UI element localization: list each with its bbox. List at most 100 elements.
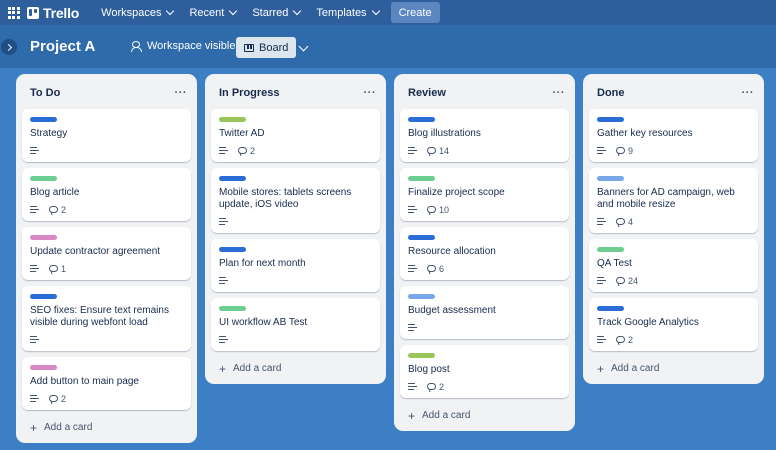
card[interactable]: Finalize project scope 10 <box>400 168 569 221</box>
card-label[interactable] <box>597 176 624 181</box>
card[interactable]: Blog post 2 <box>400 345 569 398</box>
card[interactable]: Budget assessment <box>400 286 569 339</box>
card[interactable]: Banners for AD campaign, web and mobile … <box>589 168 758 233</box>
card[interactable]: Plan for next month <box>211 239 380 292</box>
comment-count: 6 <box>439 263 445 274</box>
comment-icon <box>427 206 436 213</box>
card[interactable]: Blog illustrations 14 <box>400 109 569 162</box>
card-label[interactable] <box>219 117 246 122</box>
templates-menu-label: Templates <box>316 6 367 19</box>
comment-icon <box>616 277 625 284</box>
board-view-label: Board <box>259 41 289 54</box>
card-label[interactable] <box>408 176 435 181</box>
description-icon <box>408 265 417 273</box>
card[interactable]: Add button to main page 2 <box>22 357 191 410</box>
card-label[interactable] <box>408 353 435 358</box>
card-label[interactable] <box>219 306 246 311</box>
card-title: Track Google Analytics <box>597 317 699 328</box>
card-label[interactable] <box>408 117 435 122</box>
card-label[interactable] <box>219 176 246 181</box>
description-icon <box>30 265 39 273</box>
list-menu-icon[interactable]: ··· <box>174 87 187 99</box>
card[interactable]: Blog article 2 <box>22 168 191 221</box>
comment-icon <box>427 147 436 154</box>
card[interactable]: Resource allocation 6 <box>400 227 569 280</box>
description-icon <box>597 147 606 155</box>
card-label[interactable] <box>30 294 57 299</box>
card-label[interactable] <box>30 117 57 122</box>
card-badges <box>30 334 183 345</box>
comment-badge: 1 <box>49 264 66 274</box>
comment-icon <box>616 218 625 225</box>
card[interactable]: Strategy <box>22 109 191 162</box>
description-icon <box>408 206 417 214</box>
starred-menu[interactable]: Starred <box>244 0 308 25</box>
card-badges <box>219 334 372 345</box>
card-label[interactable] <box>219 247 246 252</box>
visibility-button[interactable]: Workspace visible <box>131 40 235 52</box>
list-title[interactable]: Review <box>408 87 446 99</box>
card-label[interactable] <box>30 365 57 370</box>
add-card-label: Add a card <box>422 410 471 421</box>
add-card-button[interactable]: + Add a card <box>400 404 569 423</box>
comment-icon <box>616 336 625 343</box>
card-badges <box>408 322 561 333</box>
card[interactable]: UI workflow AB Test <box>211 298 380 351</box>
card[interactable]: Update contractor agreement 1 <box>22 227 191 280</box>
description-icon <box>597 336 606 344</box>
card-label[interactable] <box>597 306 624 311</box>
add-card-button[interactable]: + Add a card <box>211 357 380 376</box>
templates-menu[interactable]: Templates <box>308 0 386 25</box>
card[interactable]: Gather key resources 9 <box>589 109 758 162</box>
comment-count: 1 <box>61 263 67 274</box>
board-view-button[interactable]: Board <box>236 37 297 58</box>
trello-logo[interactable]: Trello <box>27 5 79 21</box>
comment-count: 2 <box>250 145 256 156</box>
list-header: To Do ··· <box>22 80 191 106</box>
board-title[interactable]: Project A <box>30 38 96 55</box>
list-menu-icon[interactable]: ··· <box>552 87 565 99</box>
card-label[interactable] <box>30 235 57 240</box>
add-card-button[interactable]: + Add a card <box>589 357 758 376</box>
card-badges: 2 <box>30 393 183 404</box>
card[interactable]: Track Google Analytics 2 <box>589 298 758 351</box>
add-card-button[interactable]: + Add a card <box>22 416 191 435</box>
card-badges: 9 <box>597 145 750 156</box>
recent-menu[interactable]: Recent <box>181 0 244 25</box>
chevron-down-icon <box>293 6 302 16</box>
chevron-down-icon <box>166 6 175 16</box>
list-title[interactable]: To Do <box>30 87 61 99</box>
card-title: Resource allocation <box>408 246 496 257</box>
list-menu-icon[interactable]: ··· <box>741 87 754 99</box>
comment-icon <box>427 383 436 390</box>
app-switcher-icon[interactable] <box>0 0 27 25</box>
create-button[interactable]: Create <box>390 2 440 23</box>
chevron-down-icon[interactable] <box>298 41 309 52</box>
card-label[interactable] <box>30 176 57 181</box>
add-card-label: Add a card <box>233 363 282 374</box>
card[interactable]: QA Test 24 <box>589 239 758 292</box>
card-title: Plan for next month <box>219 258 306 269</box>
card[interactable]: Twitter AD 2 <box>211 109 380 162</box>
card-label[interactable] <box>597 247 624 252</box>
chevron-down-icon <box>229 6 238 16</box>
card-label[interactable] <box>597 117 624 122</box>
card[interactable]: SEO fixes: Ensure text remains visible d… <box>22 286 191 351</box>
comment-count: 2 <box>61 393 67 404</box>
card[interactable]: Mobile stores: tablets screens update, i… <box>211 168 380 233</box>
comment-icon <box>238 147 247 154</box>
card-label[interactable] <box>408 294 435 299</box>
list-title[interactable]: Done <box>597 87 625 99</box>
logo-text: Trello <box>43 4 80 21</box>
list-title[interactable]: In Progress <box>219 87 280 99</box>
card-title: SEO fixes: Ensure text remains visible d… <box>30 305 169 328</box>
card-label[interactable] <box>408 235 435 240</box>
description-icon <box>219 147 228 155</box>
comment-badge: 9 <box>616 146 633 156</box>
starred-menu-label: Starred <box>252 6 289 19</box>
sidebar-toggle-button[interactable] <box>1 39 17 55</box>
workspaces-menu[interactable]: Workspaces <box>93 0 181 25</box>
card-title: Budget assessment <box>408 305 496 316</box>
list-menu-icon[interactable]: ··· <box>363 87 376 99</box>
plus-icon: + <box>30 420 38 435</box>
